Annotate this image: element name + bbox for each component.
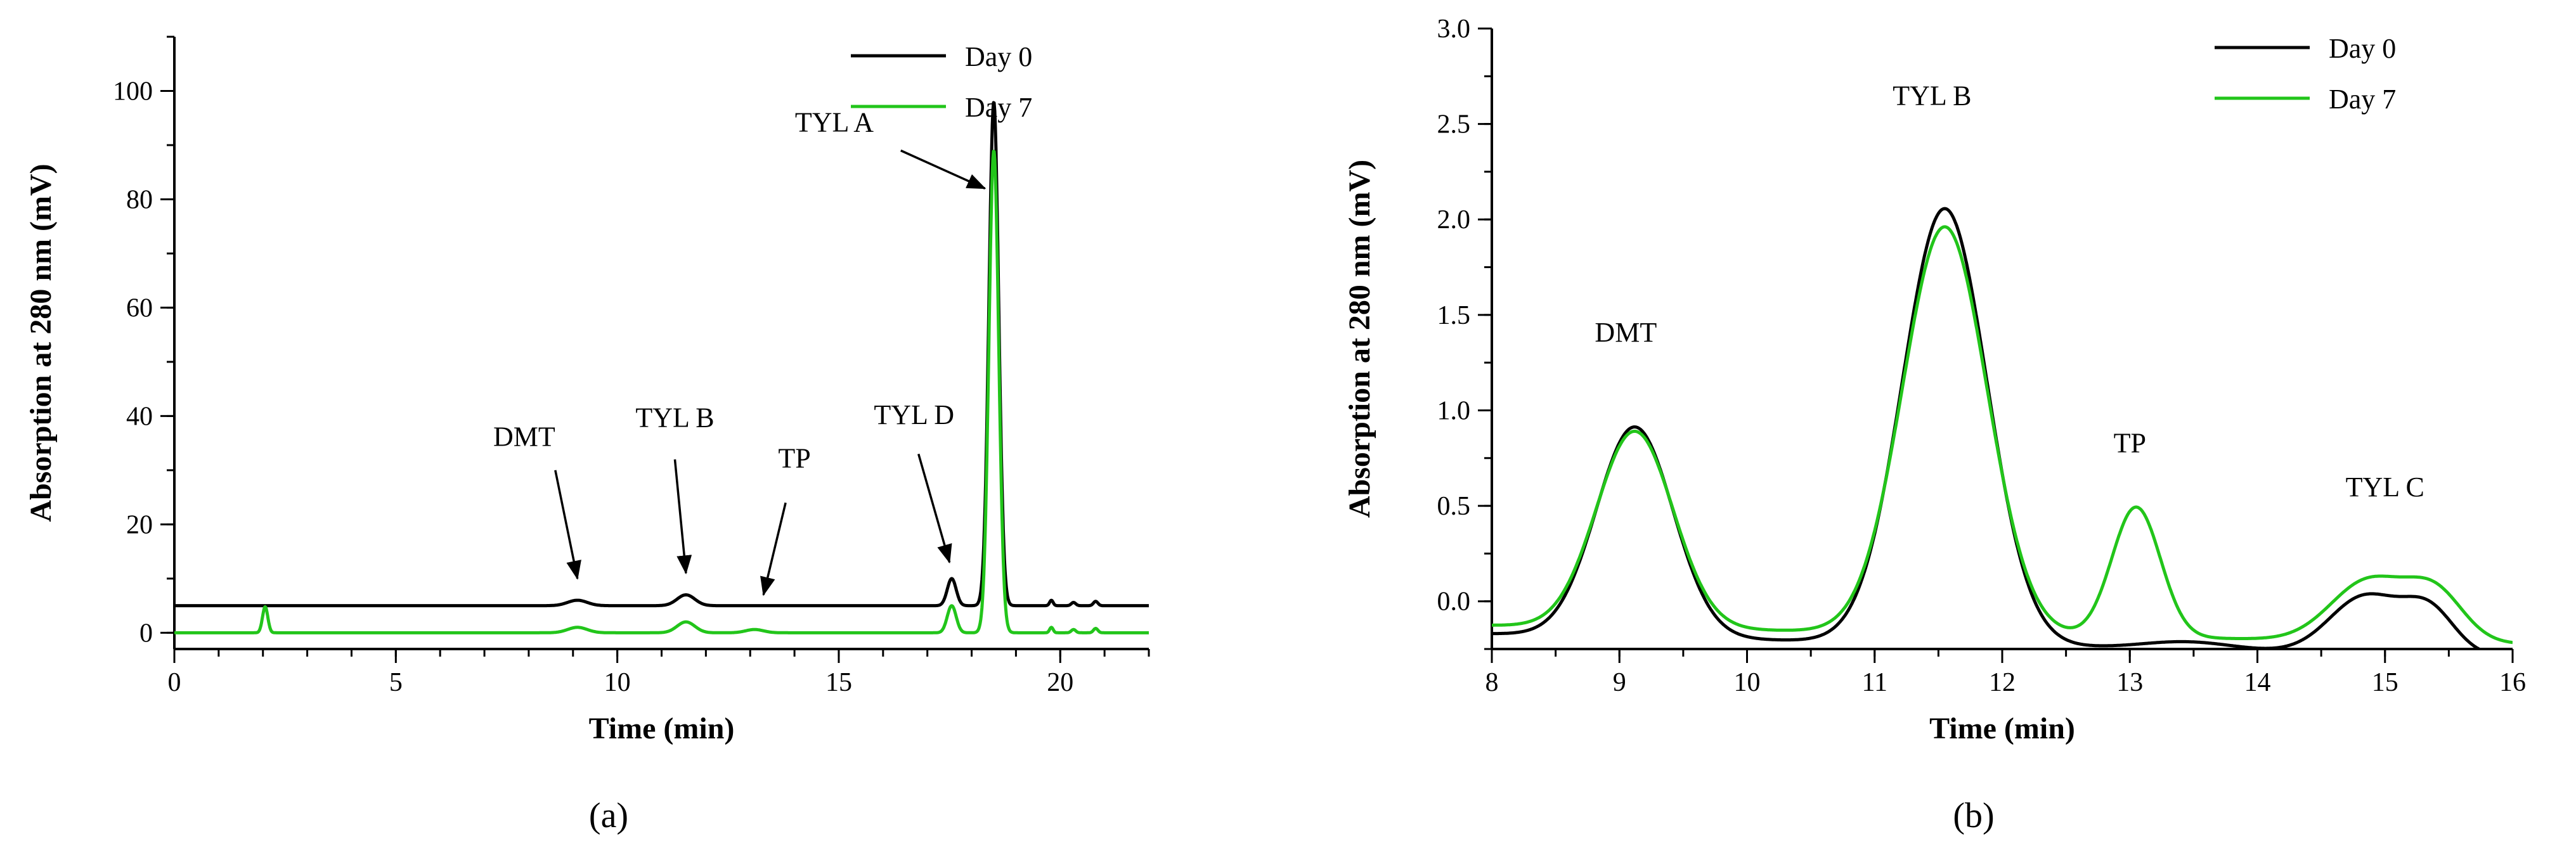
peak-arrow (900, 149, 987, 190)
x-tick-label: 0 (168, 668, 181, 697)
y-axis-title: Absorption at 280 nm (mV) (24, 164, 58, 522)
x-tick-label: 9 (1613, 668, 1626, 697)
y-tick-label: 1.0 (1437, 396, 1471, 425)
panel-label: (b) (1953, 796, 1994, 835)
x-tick-label: 8 (1485, 668, 1499, 697)
x-tick-label: 5 (389, 668, 403, 697)
peak-label: TYL A (795, 107, 874, 138)
y-tick-label: 1.5 (1437, 301, 1471, 330)
y-tick-label: 20 (126, 510, 153, 539)
series-line-day-0 (1492, 207, 2483, 649)
x-tick-label: 11 (1862, 668, 1887, 697)
peak-label: TYL C (2346, 472, 2424, 503)
peak-arrow (673, 459, 692, 575)
peak-label: DMT (1595, 317, 1657, 348)
legend-label: Day 7 (2329, 84, 2396, 115)
y-axis-title: Absorption at 280 nm (mV) (1343, 160, 1376, 518)
y-tick-label: 0.5 (1437, 492, 1471, 521)
x-tick-label: 20 (1047, 668, 1073, 697)
x-tick-label: 16 (2499, 668, 2526, 697)
series-group (174, 101, 1149, 634)
series-group (1492, 207, 2513, 649)
x-tick-label: 14 (2244, 668, 2271, 697)
x-tick-label: 13 (2116, 668, 2143, 697)
legend-label: Day 7 (965, 92, 1032, 123)
peak-label: TP (778, 443, 810, 474)
peak-arrow (760, 502, 787, 596)
y-tick-label: 60 (126, 293, 153, 323)
series-line-day-7 (1492, 225, 2513, 645)
y-tick-label: 0.0 (1437, 588, 1471, 617)
y-tick-label: 80 (126, 185, 153, 214)
peak-arrow (554, 470, 581, 580)
x-tick-label: 15 (2372, 668, 2398, 697)
chart-panel-a: 0 5 10 15 20 0 20 40 60 80 100 Time (min) Absorption… (24, 35, 1150, 835)
peak-label: TP (2114, 428, 2146, 459)
peak-label: DMT (493, 421, 555, 452)
peak-arrow (917, 453, 952, 564)
series-line-day-7 (174, 150, 1149, 634)
x-tick-label: 15 (825, 668, 852, 697)
y-tick-label: 2.0 (1437, 205, 1471, 235)
legend-label: Day 0 (965, 41, 1032, 72)
legend-label: Day 0 (2329, 33, 2396, 64)
panel-label: (a) (589, 796, 628, 835)
peak-label: TYL B (1893, 80, 1971, 111)
x-axis-title: Time (min) (1929, 712, 2075, 745)
y-tick-label: 3.0 (1437, 15, 1471, 44)
x-tick-label: 10 (1734, 668, 1761, 697)
chart-panel-b: 8 9 10 11 12 13 14 15 16 0.0 0.5 1.0 1.5 2.0 2.5 3.0 Tim… (1343, 15, 2526, 835)
x-tick-label: 10 (604, 668, 631, 697)
peak-label: TYL B (635, 402, 714, 434)
y-tick-label: 2.5 (1437, 110, 1471, 139)
x-tick-label: 12 (1989, 668, 2016, 697)
y-tick-label: 0 (139, 619, 153, 648)
y-tick-label: 100 (113, 77, 153, 106)
y-tick-label: 40 (126, 402, 153, 431)
x-axis-title: Time (min) (589, 712, 735, 745)
peak-label: TYL D (874, 399, 954, 430)
